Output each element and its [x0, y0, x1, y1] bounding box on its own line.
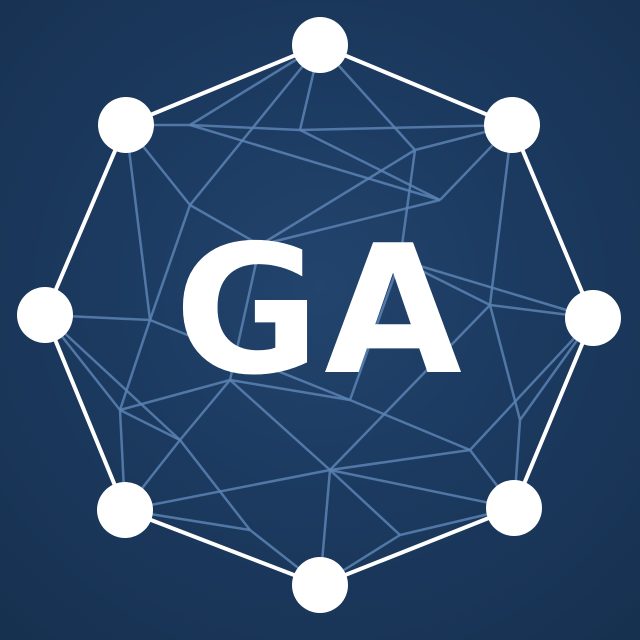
logo-text: GA: [174, 207, 466, 414]
mesh-line: [348, 259, 402, 401]
mesh-line: [398, 149, 417, 261]
mesh-line: [119, 408, 181, 442]
mesh-line: [149, 318, 351, 402]
network-node: [97, 482, 153, 538]
network-node: [98, 97, 154, 153]
mesh-line: [469, 317, 594, 451]
mesh-line: [124, 124, 152, 321]
mesh-line: [299, 123, 513, 132]
network-node: [565, 290, 621, 346]
mesh-line: [399, 258, 594, 320]
network-node: [486, 480, 542, 536]
network-node: [292, 17, 348, 73]
mesh-line: [229, 379, 331, 471]
mesh-line: [119, 378, 231, 412]
mesh-line: [488, 304, 522, 421]
mesh-line: [189, 123, 301, 132]
mesh-line: [329, 448, 471, 472]
mesh-line: [148, 204, 192, 321]
mesh-line: [349, 398, 471, 452]
mesh-line: [189, 44, 321, 206]
mesh-line: [259, 148, 416, 247]
mesh-line: [179, 379, 231, 441]
network-node: [292, 557, 348, 613]
mesh-line: [179, 439, 251, 531]
mesh-line: [488, 124, 514, 306]
network-node: [17, 287, 73, 343]
mesh-line: [44, 314, 181, 441]
mesh-line: [189, 203, 261, 247]
mesh-line: [118, 319, 152, 411]
mesh-line: [299, 128, 441, 202]
mesh-line: [399, 258, 491, 307]
mesh-line: [259, 198, 441, 247]
mesh-line: [329, 304, 491, 471]
network-nodes: [17, 17, 621, 613]
network-node: [484, 97, 540, 153]
mesh-line: [228, 244, 262, 381]
mesh-line: [329, 468, 515, 510]
mesh-line: [229, 378, 351, 402]
mesh-line: [329, 469, 401, 536]
mesh-line: [189, 123, 441, 202]
mesh-line: [124, 468, 331, 512]
